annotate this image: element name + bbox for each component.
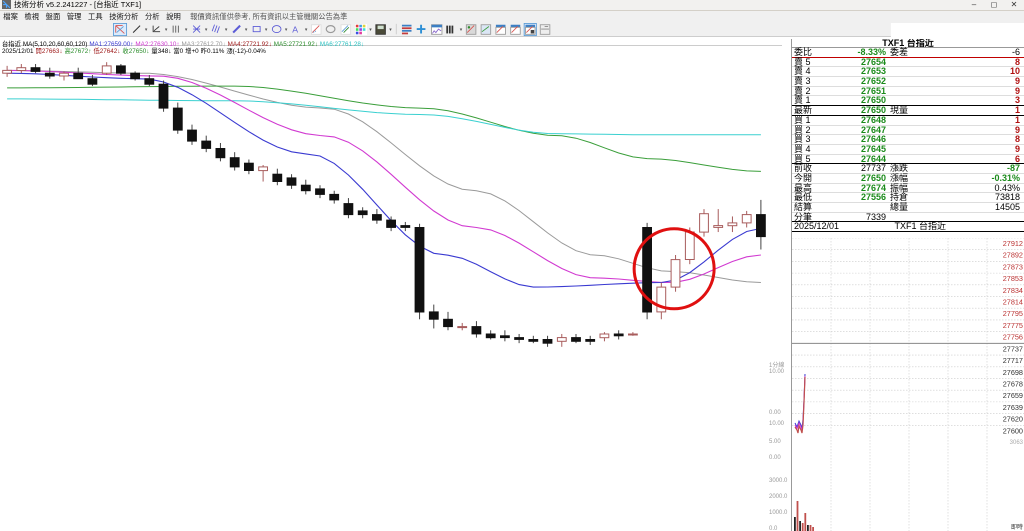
svg-text:3063: 3063: [1010, 440, 1024, 446]
svg-text:27795: 27795: [1003, 309, 1023, 318]
svg-text:27756: 27756: [1003, 333, 1023, 342]
svg-text:27853: 27853: [1003, 274, 1023, 283]
svg-text:27698: 27698: [1003, 368, 1023, 377]
svg-text:27814: 27814: [1003, 298, 1023, 307]
svg-text:A: A: [292, 25, 298, 35]
svg-text:27639: 27639: [1003, 403, 1023, 412]
svg-text:27873: 27873: [1003, 262, 1023, 271]
svg-text:27659: 27659: [1003, 391, 1023, 400]
svg-text:即時: 即時: [1011, 523, 1023, 531]
svg-text:27834: 27834: [1003, 286, 1023, 295]
svg-text:27775: 27775: [1003, 321, 1023, 330]
svg-text:27912: 27912: [1003, 239, 1023, 248]
svg-text:27600: 27600: [1003, 426, 1023, 435]
svg-text:27678: 27678: [1003, 379, 1023, 388]
svg-text:27620: 27620: [1003, 415, 1023, 424]
svg-text:27737: 27737: [1003, 344, 1023, 353]
svg-text:27892: 27892: [1003, 251, 1023, 260]
svg-text:27717: 27717: [1003, 356, 1023, 365]
